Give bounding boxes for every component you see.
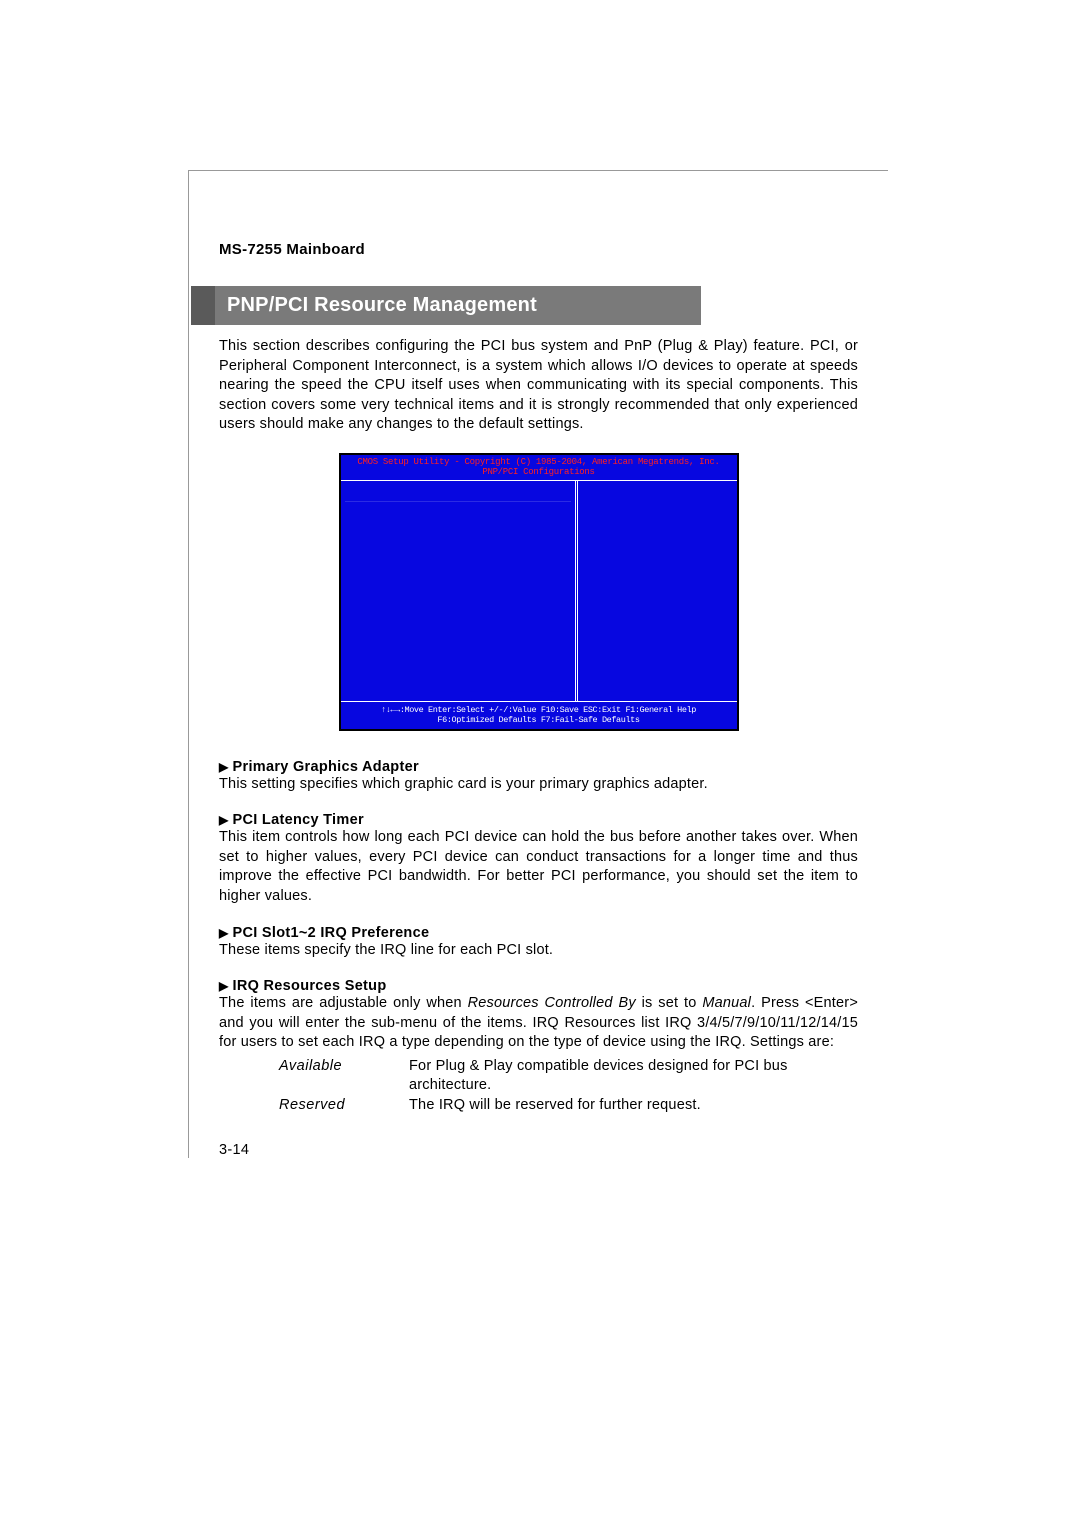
section-body: This item controls how long each PCI dev…: [219, 828, 858, 906]
title-bar: PNP/PCI Resource Management: [191, 286, 701, 325]
bios-header-line1: CMOS Setup Utility - Copyright (C) 1985-…: [341, 457, 737, 467]
section-title: ▶ Primary Graphics Adapter: [219, 759, 858, 775]
intro-paragraph: This section describes configuring the P…: [219, 337, 858, 435]
italic-text: Manual: [702, 995, 751, 1011]
content-area: MS-7255 Mainboard PNP/PCI Resource Manag…: [189, 171, 888, 1158]
definition-desc: For Plug & Play compatible devices desig…: [409, 1057, 858, 1096]
bios-body: [341, 480, 737, 702]
definition-term: Reserved: [279, 1096, 409, 1116]
section-pci-slot-irq: ▶ PCI Slot1~2 IRQ Preference These items …: [219, 925, 858, 961]
bios-footer-line1: ↑↓←→:Move Enter:Select +/-/:Value F10:Sa…: [345, 705, 733, 716]
section-title: ▶ PCI Slot1~2 IRQ Preference: [219, 925, 858, 941]
definition-term: Available: [279, 1057, 409, 1096]
italic-text: Resources Controlled By: [468, 995, 636, 1011]
model-header: MS-7255 Mainboard: [219, 241, 858, 258]
arrow-icon: ▶: [219, 979, 229, 993]
section-title: ▶ IRQ Resources Setup: [219, 978, 858, 994]
section-pci-latency: ▶ PCI Latency Timer This item controls ho…: [219, 812, 858, 906]
bios-left-panel: [341, 481, 578, 701]
bios-footer: ↑↓←→:Move Enter:Select +/-/:Value F10:Sa…: [341, 702, 737, 729]
definition-table: Available For Plug & Play compatible dev…: [279, 1057, 858, 1116]
section-body: This setting specifies which graphic car…: [219, 775, 858, 795]
definition-row: Available For Plug & Play compatible dev…: [279, 1057, 858, 1096]
section-title-text: PCI Slot1~2 IRQ Preference: [233, 925, 430, 941]
section-irq-resources: ▶ IRQ Resources Setup The items are adjus…: [219, 978, 858, 1053]
bios-header: CMOS Setup Utility - Copyright (C) 1985-…: [341, 455, 737, 480]
arrow-icon: ▶: [219, 760, 229, 774]
bios-screenshot: CMOS Setup Utility - Copyright (C) 1985-…: [339, 453, 739, 731]
bios-footer-line2: F6:Optimized Defaults F7:Fail-Safe Defau…: [345, 715, 733, 726]
definition-row: Reserved The IRQ will be reserved for fu…: [279, 1096, 858, 1116]
bios-right-panel: [578, 481, 737, 701]
page-frame: MS-7255 Mainboard PNP/PCI Resource Manag…: [188, 170, 888, 1158]
section-body: These items specify the IRQ line for eac…: [219, 941, 858, 961]
page-number: 3-14: [219, 1142, 858, 1158]
section-primary-graphics: ▶ Primary Graphics Adapter This setting s…: [219, 759, 858, 795]
section-title-text: Primary Graphics Adapter: [233, 759, 419, 775]
bios-header-line2: PNP/PCI Configurations: [341, 467, 737, 477]
section-body: The items are adjustable only when Resou…: [219, 994, 858, 1053]
page-title: PNP/PCI Resource Management: [227, 294, 537, 316]
section-title-text: PCI Latency Timer: [233, 812, 364, 828]
definition-desc: The IRQ will be reserved for further req…: [409, 1096, 858, 1116]
arrow-icon: ▶: [219, 926, 229, 940]
section-title: ▶ PCI Latency Timer: [219, 812, 858, 828]
section-title-text: IRQ Resources Setup: [233, 978, 387, 994]
arrow-icon: ▶: [219, 813, 229, 827]
bios-left-top: [345, 484, 571, 502]
